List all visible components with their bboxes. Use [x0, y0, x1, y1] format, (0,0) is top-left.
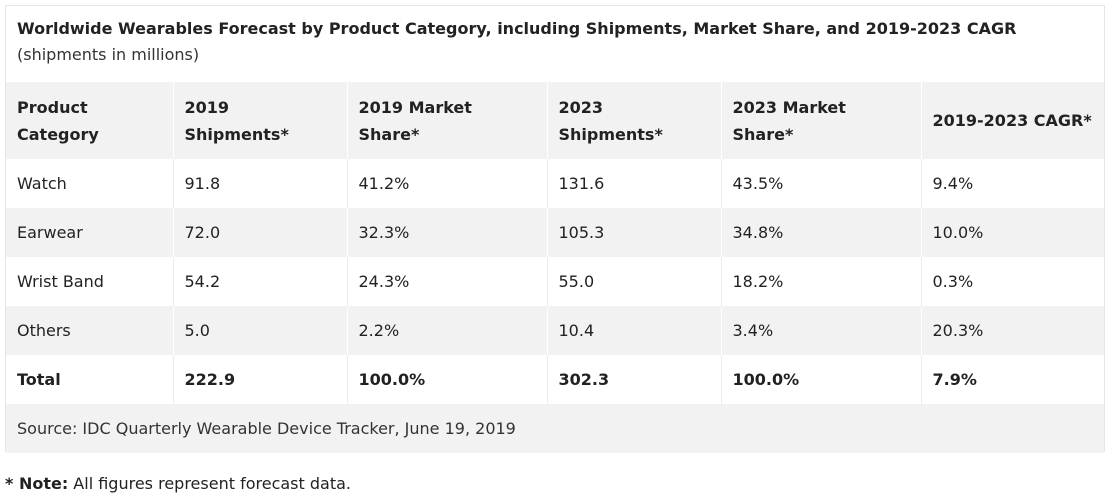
- source-line: Source: IDC Quarterly Wearable Device Tr…: [6, 404, 1104, 453]
- table-cell: 41.2%: [346, 159, 547, 208]
- table-card: Worldwide Wearables Forecast by Product …: [5, 5, 1105, 453]
- table-cell: 302.3: [546, 355, 721, 404]
- row-label: Earwear: [6, 208, 173, 257]
- table-row: Others 5.0 2.2% 10.4 3.4% 20.3%: [6, 306, 1104, 355]
- table-cell: 7.9%: [920, 355, 1104, 404]
- table-cell: 3.4%: [720, 306, 921, 355]
- row-label: Others: [6, 306, 173, 355]
- table-cell: 2.2%: [346, 306, 547, 355]
- header-row: Product Category 2019 Shipments* 2019 Mark…: [6, 82, 1104, 159]
- table-cell: 10.0%: [920, 208, 1104, 257]
- note-label: * Note:: [5, 474, 69, 493]
- table-cell: 43.5%: [720, 159, 921, 208]
- table-cell: 72.0: [172, 208, 347, 257]
- title-block: Worldwide Wearables Forecast by Product …: [6, 6, 1104, 82]
- table-row: Earwear 72.0 32.3% 105.3 34.8% 10.0%: [6, 208, 1104, 257]
- column-header: 2023 Shipments*: [546, 82, 721, 159]
- table-cell: 0.3%: [920, 257, 1104, 306]
- table-body: Watch 91.8 41.2% 131.6 43.5% 9.4% Earwear 72.0 3…: [6, 159, 1104, 404]
- table-cell: 91.8: [172, 159, 347, 208]
- forecast-table: Product Category 2019 Shipments* 2019 Mark…: [6, 82, 1104, 404]
- table-subtitle: (shipments in millions): [17, 45, 200, 64]
- table-row: Wrist Band 54.2 24.3% 55.0 18.2% 0.3%: [6, 257, 1104, 306]
- table-row: Watch 91.8 41.2% 131.6 43.5% 9.4%: [6, 159, 1104, 208]
- note-text: All figures represent forecast data.: [68, 474, 351, 493]
- table-cell: 131.6: [546, 159, 721, 208]
- table-cell: 105.3: [546, 208, 721, 257]
- row-label: Wrist Band: [6, 257, 173, 306]
- table-cell: 20.3%: [920, 306, 1104, 355]
- column-header: 2023 Market Share*: [720, 82, 921, 159]
- row-label: Total: [6, 355, 173, 404]
- table-cell: 100.0%: [346, 355, 547, 404]
- table-title: Worldwide Wearables Forecast by Product …: [17, 19, 1017, 38]
- table-cell: 32.3%: [346, 208, 547, 257]
- row-label: Watch: [6, 159, 173, 208]
- table-cell: 34.8%: [720, 208, 921, 257]
- table-cell: 54.2: [172, 257, 347, 306]
- table-cell: 18.2%: [720, 257, 921, 306]
- table-cell: 222.9: [172, 355, 347, 404]
- table-cell: 5.0: [172, 306, 347, 355]
- column-header: Product Category: [6, 82, 173, 159]
- table-cell: 9.4%: [920, 159, 1104, 208]
- column-header: 2019 Shipments*: [172, 82, 347, 159]
- table-cell: 10.4: [546, 306, 721, 355]
- table-cell: 100.0%: [720, 355, 921, 404]
- table-cell: 24.3%: [346, 257, 547, 306]
- column-header: 2019-2023 CAGR*: [920, 82, 1104, 159]
- column-header: 2019 Market Share*: [346, 82, 547, 159]
- total-row: Total 222.9 100.0% 302.3 100.0% 7.9%: [6, 355, 1104, 404]
- footnote: * Note: All figures represent forecast d…: [5, 474, 351, 493]
- table-cell: 55.0: [546, 257, 721, 306]
